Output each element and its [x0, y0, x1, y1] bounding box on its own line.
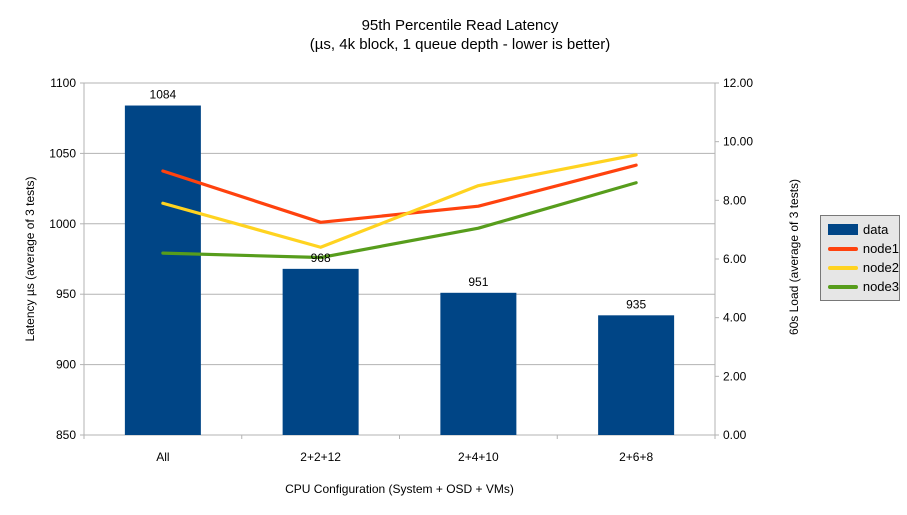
- legend-swatch-node1: [828, 246, 858, 251]
- left-axis-title: Latency µs (average of 3 tests): [23, 176, 37, 342]
- legend-label: node3: [862, 279, 899, 294]
- left-axis-tick-label: 950: [56, 287, 76, 301]
- bar-label: 935: [626, 297, 646, 311]
- chart-subtitle: (µs, 4k block, 1 queue depth - lower is …: [309, 36, 611, 53]
- line-node2: [161, 153, 638, 249]
- x-axis-title: CPU Configuration (System + OSD + VMs): [285, 482, 514, 496]
- line-node3: [161, 181, 638, 260]
- x-category-label: 2+6+8: [619, 450, 653, 464]
- right-axis-title: 60s Load (average of 3 tests): [787, 178, 801, 336]
- bar-2+2+12: [282, 268, 359, 435]
- left-axis-tick-label: 1050: [49, 146, 76, 160]
- legend-label: data: [863, 222, 889, 237]
- bar-2+4+10: [440, 292, 517, 435]
- legend-swatch-node2: [828, 265, 858, 270]
- bar-label: 968: [311, 251, 331, 265]
- line-node1: [161, 163, 638, 224]
- right-axis-tick-label: 12.00: [723, 76, 753, 90]
- bar-2+6+8: [598, 315, 675, 435]
- x-category-label: 2+4+10: [458, 450, 499, 464]
- right-axis-tick-label: 0.00: [723, 428, 747, 442]
- chart-title: 95th Percentile Read Latency: [361, 17, 559, 34]
- bar-label: 951: [468, 275, 488, 289]
- right-axis-tick-label: 8.00: [723, 193, 747, 207]
- bar-label: 1084: [150, 88, 177, 102]
- legend-item-data: data: [828, 222, 899, 237]
- right-axis-tick-label: 6.00: [723, 252, 747, 266]
- chart-title-block: 95th Percentile Read Latency (µs, 4k blo…: [310, 16, 610, 54]
- right-axis-tick-label: 4.00: [723, 311, 747, 325]
- right-axis-tick-label: 10.00: [723, 135, 753, 149]
- bar-All: [124, 105, 201, 435]
- legend-label: node1: [862, 241, 899, 256]
- left-axis-tick-label: 900: [56, 358, 76, 372]
- x-category-label: 2+2+12: [300, 450, 341, 464]
- left-axis-tick-label: 1000: [49, 217, 76, 231]
- legend: data node1 node2 node3: [820, 215, 900, 301]
- legend-label: node2: [862, 260, 899, 275]
- legend-item-node1: node1: [828, 241, 899, 256]
- left-axis-tick-label: 850: [56, 428, 76, 442]
- x-category-label: All: [156, 450, 169, 464]
- legend-swatch-data: [828, 224, 858, 235]
- legend-swatch-node3: [828, 284, 858, 289]
- legend-item-node2: node2: [828, 260, 899, 275]
- legend-item-node3: node3: [828, 279, 899, 294]
- left-axis-tick-label: 1100: [50, 76, 76, 90]
- right-axis-tick-label: 2.00: [723, 369, 747, 383]
